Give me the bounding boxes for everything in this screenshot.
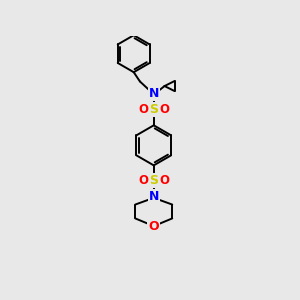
Text: O: O	[138, 103, 148, 116]
Text: O: O	[160, 174, 170, 187]
Text: S: S	[149, 103, 158, 116]
Text: O: O	[138, 174, 148, 187]
Text: O: O	[148, 220, 159, 232]
Text: S: S	[149, 174, 158, 187]
Text: O: O	[160, 103, 170, 116]
Text: N: N	[148, 87, 159, 100]
Text: N: N	[148, 190, 159, 203]
